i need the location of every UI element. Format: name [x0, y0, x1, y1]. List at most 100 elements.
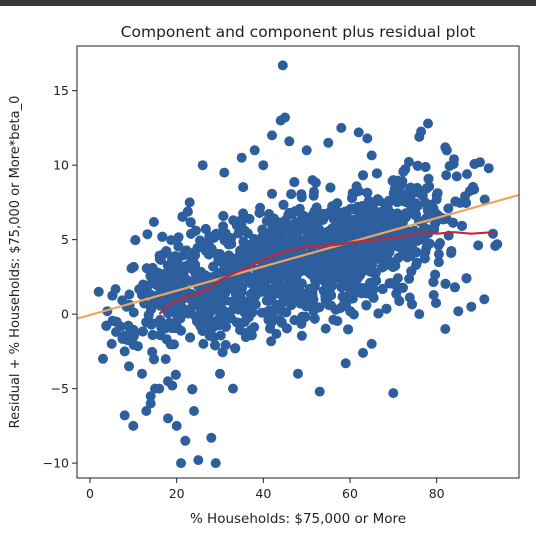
data-point: [283, 210, 294, 221]
data-point: [220, 228, 231, 239]
data-point: [413, 185, 424, 196]
data-point: [291, 217, 302, 228]
linear-fit-line: [77, 193, 519, 320]
data-point: [128, 262, 139, 272]
data-point: [324, 252, 335, 263]
data-point: [147, 330, 158, 340]
data-point: [258, 238, 268, 248]
data-point: [308, 262, 318, 272]
data-point: [147, 318, 158, 329]
data-point: [469, 184, 479, 195]
data-point: [421, 183, 432, 194]
data-point: [277, 60, 288, 71]
data-point: [441, 170, 452, 181]
data-point: [302, 226, 313, 237]
data-point: [267, 273, 278, 284]
data-point: [430, 218, 441, 229]
x-axis-label: % Households: $75,000 or More: [190, 511, 406, 527]
data-point: [406, 266, 417, 277]
data-point: [350, 287, 361, 298]
data-point: [181, 248, 192, 259]
data-point: [490, 240, 501, 251]
data-point: [122, 334, 133, 345]
data-point: [336, 262, 347, 273]
data-point: [403, 156, 414, 167]
data-point: [371, 168, 382, 179]
data-point: [145, 391, 156, 402]
data-point: [423, 118, 433, 129]
data-point: [446, 246, 457, 257]
data-point: [185, 217, 196, 228]
data-point: [461, 197, 471, 208]
data-point: [197, 296, 208, 307]
data-point: [433, 257, 444, 268]
data-point: [200, 270, 211, 281]
data-point: [167, 254, 178, 265]
data-point: [230, 343, 241, 354]
data-point: [141, 406, 152, 416]
data-point: [248, 286, 259, 297]
data-point: [296, 189, 307, 200]
data-point: [274, 284, 285, 295]
data-point: [397, 195, 408, 206]
data-point: [336, 122, 347, 133]
data-point: [266, 294, 277, 305]
data-point: [203, 249, 214, 260]
axes-frame: [76, 45, 520, 479]
y-tick-label: 0: [61, 307, 69, 322]
data-point: [404, 273, 415, 284]
data-point: [170, 369, 181, 380]
data-point: [289, 177, 300, 188]
data-point: [388, 188, 399, 199]
data-point: [320, 270, 330, 280]
data-point: [416, 126, 427, 137]
data-point: [154, 250, 165, 261]
data-point: [361, 288, 372, 299]
data-point: [216, 256, 227, 267]
data-point: [377, 284, 388, 294]
y-tick-label: 10: [53, 158, 69, 173]
data-point: [407, 299, 417, 310]
data-point: [160, 354, 171, 365]
data-point: [137, 326, 148, 337]
data-point: [235, 274, 246, 285]
data-point: [348, 223, 359, 234]
data-point: [155, 330, 166, 341]
data-point: [365, 221, 376, 232]
data-point: [309, 251, 320, 262]
data-point: [366, 150, 377, 161]
data-point: [244, 213, 255, 224]
data-point: [412, 160, 423, 171]
data-point: [420, 162, 431, 172]
data-point: [309, 313, 320, 324]
data-point: [190, 311, 201, 322]
data-point: [378, 213, 389, 224]
data-point: [325, 210, 336, 220]
data-point: [461, 273, 472, 284]
data-point: [368, 284, 379, 295]
data-point: [130, 235, 141, 246]
y-axis-label: Residual + % Households: $75,000 or More…: [8, 96, 23, 429]
data-point: [262, 230, 273, 241]
data-point: [249, 145, 260, 156]
x-tick-label: 80: [429, 486, 445, 501]
data-point: [428, 290, 439, 300]
data-point: [190, 250, 200, 261]
data-point: [276, 317, 287, 328]
data-point: [206, 432, 217, 443]
data-point: [309, 281, 320, 292]
data-point: [234, 216, 245, 227]
data-point: [115, 321, 126, 332]
data-point: [301, 145, 312, 156]
data-point: [157, 231, 168, 242]
data-point: [204, 231, 215, 242]
data-point: [423, 173, 434, 184]
data-point: [145, 398, 156, 409]
data-point: [335, 252, 346, 263]
data-point: [344, 262, 355, 273]
data-point: [366, 338, 377, 349]
data-point: [256, 284, 267, 295]
data-point: [473, 240, 484, 251]
data-point: [242, 301, 253, 312]
data-point: [193, 455, 204, 466]
